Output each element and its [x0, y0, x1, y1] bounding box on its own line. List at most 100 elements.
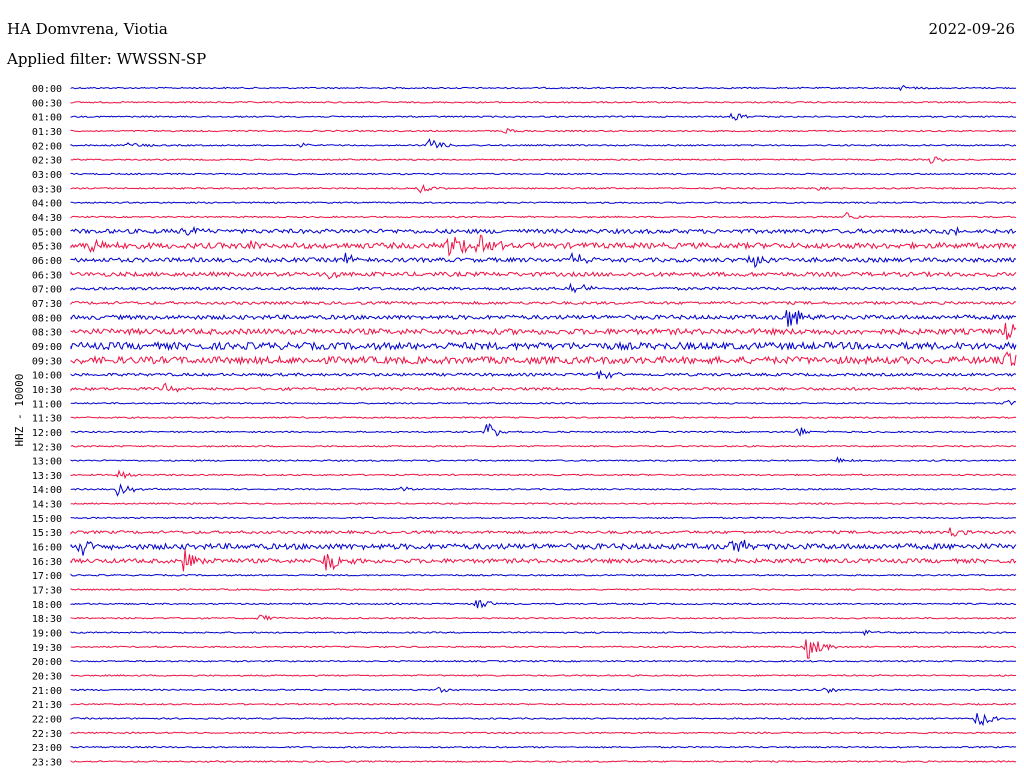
row-time-label: 05:30	[32, 242, 62, 253]
trace-line	[70, 516, 1017, 520]
trace-line	[70, 322, 1017, 340]
trace-line	[70, 201, 1017, 204]
trace-line	[70, 659, 1017, 663]
trace-line	[70, 527, 1017, 537]
trace-line	[70, 456, 1017, 464]
row-time-label: 19:30	[32, 643, 62, 654]
trace-line	[70, 731, 1017, 735]
trace-line	[70, 340, 1017, 352]
row-time-label: 11:30	[32, 414, 62, 425]
row-time-label: 10:30	[32, 385, 62, 396]
row-time-label: 04:00	[32, 199, 62, 210]
trace-line	[70, 639, 1017, 659]
row-time-label: 17:00	[32, 571, 62, 582]
row-time-label: 02:30	[32, 156, 62, 167]
trace-line	[70, 760, 1017, 763]
trace-line	[70, 423, 1017, 437]
row-time-label: 21:30	[32, 700, 62, 711]
row-time-label: 07:30	[32, 299, 62, 310]
trace-line	[70, 629, 1017, 637]
trace-line	[70, 310, 1017, 327]
row-time-label: 09:00	[32, 342, 62, 353]
record-date: 2022-09-26	[928, 20, 1015, 38]
row-time-label: 19:00	[32, 629, 62, 640]
row-time-label: 14:00	[32, 485, 62, 496]
row-time-label: 23:30	[32, 758, 62, 769]
row-time-label: 15:30	[32, 528, 62, 539]
row-time-label: 22:00	[32, 715, 62, 726]
row-time-label: 03:30	[32, 184, 62, 195]
row-time-label: 08:00	[32, 313, 62, 324]
row-time-label: 23:00	[32, 743, 62, 754]
row-time-label: 18:00	[32, 600, 62, 611]
trace-line	[70, 100, 1017, 104]
row-time-label: 04:30	[32, 213, 62, 224]
trace-line	[70, 351, 1017, 367]
row-time-label: 21:00	[32, 686, 62, 697]
row-time-label: 13:00	[32, 457, 62, 468]
row-time-label: 18:30	[32, 614, 62, 625]
trace-line	[70, 211, 1017, 219]
trace-line	[70, 112, 1017, 121]
trace-line	[70, 573, 1017, 577]
trace-line	[70, 128, 1017, 134]
row-time-label: 06:30	[32, 270, 62, 281]
row-time-label: 14:30	[32, 500, 62, 511]
filter-label: Applied filter: WWSSN-SP	[7, 50, 207, 68]
row-time-label: 00:00	[32, 84, 62, 95]
trace-line	[70, 251, 1017, 269]
trace-line	[70, 84, 1017, 92]
trace-line	[70, 399, 1017, 406]
station-title: HA Domvrena, Viotia	[7, 20, 168, 38]
row-time-label: 03:00	[32, 170, 62, 181]
row-time-label: 13:30	[32, 471, 62, 482]
row-time-label: 12:30	[32, 442, 62, 453]
row-time-label: 17:30	[32, 586, 62, 597]
trace-line	[70, 234, 1017, 257]
row-time-label: 05:00	[32, 227, 62, 238]
trace-line	[70, 588, 1017, 591]
row-time-label: 10:00	[32, 371, 62, 382]
trace-line	[70, 702, 1017, 706]
trace-line	[70, 382, 1017, 393]
trace-line	[70, 156, 1017, 164]
row-time-label: 00:30	[32, 98, 62, 109]
row-time-label: 15:00	[32, 514, 62, 525]
row-time-label: 09:30	[32, 356, 62, 367]
trace-line	[70, 599, 1017, 609]
trace-line	[70, 444, 1017, 448]
row-time-label: 01:30	[32, 127, 62, 138]
trace-line	[70, 713, 1017, 727]
trace-line	[70, 674, 1017, 677]
trace-line	[70, 225, 1017, 237]
row-time-label: 20:30	[32, 672, 62, 683]
trace-line	[70, 300, 1017, 306]
row-time-label: 08:30	[32, 328, 62, 339]
trace-line	[70, 539, 1017, 556]
trace-line	[70, 686, 1017, 694]
trace-line	[70, 270, 1017, 280]
row-time-label: 16:00	[32, 543, 62, 554]
row-time-label: 07:00	[32, 285, 62, 296]
trace-line	[70, 469, 1017, 480]
trace-line	[70, 549, 1017, 572]
row-time-label: 16:30	[32, 557, 62, 568]
trace-line	[70, 745, 1017, 749]
trace-line	[70, 369, 1017, 380]
row-time-label: 22:30	[32, 729, 62, 740]
row-time-label: 12:00	[32, 428, 62, 439]
trace-line	[70, 184, 1017, 194]
trace-line	[70, 138, 1017, 149]
trace-line	[70, 172, 1017, 176]
row-time-label: 06:00	[32, 256, 62, 267]
trace-line	[70, 614, 1017, 621]
row-time-label: 11:00	[32, 399, 62, 410]
row-time-label: 20:00	[32, 657, 62, 668]
trace-line	[70, 416, 1017, 419]
trace-line	[70, 502, 1017, 505]
trace-line	[70, 282, 1017, 294]
trace-line	[70, 483, 1017, 497]
row-time-label: 02:00	[32, 141, 62, 152]
row-time-label: 01:00	[32, 113, 62, 124]
